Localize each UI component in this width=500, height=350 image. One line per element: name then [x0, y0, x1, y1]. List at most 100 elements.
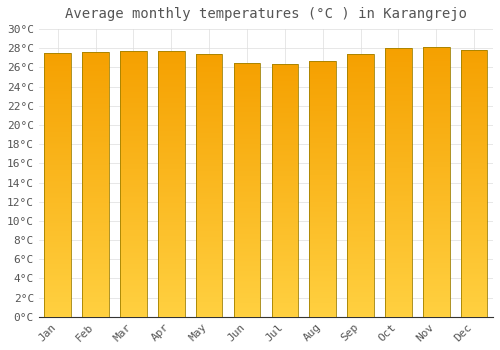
Bar [385, 177, 411, 178]
Bar [385, 195, 411, 196]
Bar [120, 132, 146, 133]
Bar [348, 230, 374, 231]
Bar [348, 237, 374, 238]
Bar [348, 82, 374, 83]
Bar [272, 176, 298, 177]
Bar [310, 178, 336, 180]
Bar [44, 123, 71, 124]
Bar [82, 81, 109, 83]
Bar [461, 168, 487, 169]
Bar [196, 74, 222, 75]
Bar [385, 270, 411, 271]
Bar [120, 156, 146, 158]
Bar [120, 181, 146, 183]
Bar [310, 260, 336, 262]
Bar [196, 156, 222, 158]
Bar [44, 210, 71, 211]
Bar [385, 224, 411, 225]
Bar [158, 249, 184, 250]
Bar [44, 271, 71, 272]
Bar [272, 179, 298, 180]
Bar [44, 261, 71, 263]
Bar [158, 234, 184, 236]
Bar [44, 73, 71, 74]
Bar [234, 276, 260, 278]
Bar [272, 100, 298, 101]
Bar [234, 116, 260, 117]
Bar [82, 249, 109, 251]
Bar [44, 223, 71, 224]
Bar [310, 184, 336, 185]
Bar [310, 71, 336, 72]
Bar [385, 207, 411, 208]
Bar [272, 160, 298, 161]
Bar [272, 266, 298, 267]
Bar [272, 255, 298, 256]
Bar [44, 87, 71, 89]
Bar [348, 145, 374, 146]
Bar [272, 219, 298, 220]
Bar [196, 167, 222, 168]
Bar [348, 206, 374, 208]
Bar [272, 90, 298, 91]
Bar [310, 253, 336, 254]
Bar [348, 76, 374, 78]
Bar [196, 180, 222, 181]
Bar [44, 186, 71, 188]
Bar [385, 203, 411, 204]
Bar [272, 242, 298, 243]
Bar [348, 200, 374, 201]
Bar [423, 302, 450, 303]
Bar [196, 214, 222, 216]
Bar [158, 226, 184, 228]
Bar [272, 310, 298, 312]
Bar [348, 243, 374, 245]
Bar [234, 74, 260, 75]
Bar [120, 243, 146, 244]
Bar [196, 272, 222, 273]
Bar [423, 112, 450, 113]
Bar [385, 235, 411, 236]
Bar [82, 232, 109, 233]
Bar [158, 111, 184, 112]
Bar [348, 97, 374, 99]
Bar [158, 148, 184, 149]
Bar [461, 114, 487, 116]
Bar [272, 148, 298, 150]
Bar [82, 244, 109, 245]
Bar [423, 62, 450, 63]
Bar [120, 238, 146, 240]
Bar [461, 210, 487, 211]
Bar [272, 124, 298, 126]
Bar [158, 281, 184, 282]
Bar [461, 302, 487, 303]
Bar [120, 184, 146, 185]
Bar [348, 62, 374, 63]
Bar [158, 189, 184, 191]
Bar [44, 285, 71, 286]
Bar [423, 171, 450, 173]
Bar [234, 110, 260, 111]
Bar [385, 172, 411, 173]
Bar [385, 125, 411, 126]
Bar [272, 246, 298, 247]
Bar [461, 242, 487, 244]
Bar [82, 104, 109, 105]
Bar [158, 124, 184, 126]
Bar [196, 144, 222, 145]
Bar [120, 277, 146, 278]
Bar [310, 155, 336, 157]
Bar [82, 261, 109, 262]
Bar [385, 285, 411, 286]
Bar [461, 275, 487, 277]
Bar [234, 70, 260, 71]
Bar [44, 103, 71, 104]
Bar [423, 261, 450, 263]
Bar [234, 268, 260, 270]
Bar [461, 297, 487, 298]
Bar [385, 289, 411, 290]
Bar [272, 175, 298, 176]
Bar [385, 144, 411, 145]
Bar [234, 127, 260, 129]
Bar [82, 252, 109, 253]
